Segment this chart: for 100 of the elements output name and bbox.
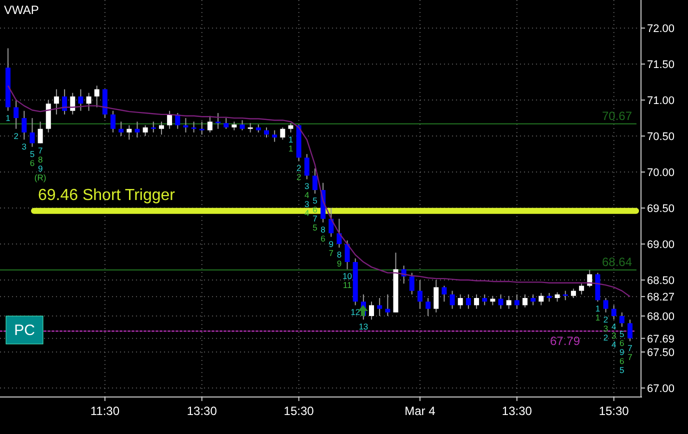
candlestick bbox=[409, 272, 414, 295]
candlestick bbox=[490, 295, 496, 306]
candlestick bbox=[288, 122, 294, 133]
candlestick bbox=[216, 112, 221, 130]
y-tick-label: 68.50 bbox=[647, 275, 675, 288]
x-tick-label: 15:30 bbox=[284, 404, 314, 418]
text: 6 bbox=[320, 233, 326, 244]
x-tick-label: 15:30 bbox=[598, 404, 630, 418]
ref-line-label: 68.64 bbox=[602, 254, 632, 269]
candlestick bbox=[385, 294, 390, 317]
text: 3 bbox=[611, 330, 616, 341]
text: 1 bbox=[288, 143, 294, 154]
text: 9 bbox=[328, 238, 334, 249]
text: (R) bbox=[34, 172, 46, 182]
text: 8 bbox=[320, 224, 326, 234]
y-tick-label: 69.50 bbox=[647, 203, 675, 216]
text: 2 bbox=[296, 163, 302, 174]
y-tick-label: 70.50 bbox=[647, 131, 675, 144]
text: 5 bbox=[312, 196, 318, 206]
candlestick bbox=[377, 298, 382, 317]
text: 7 bbox=[312, 214, 318, 224]
candlestick bbox=[619, 312, 624, 328]
text: 11 bbox=[342, 280, 352, 290]
candlestick bbox=[126, 124, 132, 140]
candlestick bbox=[514, 294, 520, 310]
annotation: PC bbox=[14, 322, 36, 339]
text: 6 bbox=[620, 356, 624, 366]
ref-line-label: 67.79 bbox=[550, 334, 580, 348]
y-tick-label: 67.00 bbox=[647, 383, 675, 395]
candlestick bbox=[498, 294, 504, 310]
candlestick bbox=[344, 240, 350, 270]
candlestick bbox=[426, 298, 431, 317]
text: 8 bbox=[38, 154, 43, 164]
candlestick bbox=[506, 295, 512, 310]
candlestick bbox=[38, 121, 43, 144]
candlestick bbox=[191, 121, 196, 133]
candlestick bbox=[628, 319, 633, 342]
text: 4 bbox=[611, 322, 616, 332]
y-tick-label: 71.00 bbox=[647, 95, 675, 108]
text: 2 bbox=[14, 130, 18, 141]
candlestick bbox=[175, 112, 180, 130]
candlestick bbox=[54, 88, 59, 115]
candlestick bbox=[110, 110, 116, 133]
candlestick bbox=[264, 126, 269, 138]
candlestick bbox=[118, 121, 124, 137]
text: 5 bbox=[312, 222, 318, 233]
candlestick bbox=[158, 121, 164, 136]
text: 2 bbox=[296, 172, 302, 182]
candlestick bbox=[199, 121, 204, 136]
ref-line-label: 70.67 bbox=[602, 108, 632, 123]
candlestick bbox=[142, 124, 148, 137]
candlestick bbox=[466, 294, 471, 310]
text: 1 bbox=[288, 134, 294, 144]
y-tick-label: 69.00 bbox=[647, 239, 675, 252]
text: 5 bbox=[620, 328, 624, 339]
candlestick bbox=[530, 294, 536, 306]
candlestick bbox=[611, 304, 616, 320]
text: 1 bbox=[595, 304, 600, 314]
candlestick bbox=[207, 115, 212, 133]
candlestick bbox=[450, 290, 455, 310]
candlestick bbox=[554, 292, 560, 302]
text: 4 bbox=[611, 340, 616, 350]
candlestick bbox=[442, 285, 447, 302]
text: 6 bbox=[30, 158, 35, 168]
candlestick bbox=[78, 88, 84, 112]
x-tick-label: 11:30 bbox=[90, 404, 120, 418]
text: 9 bbox=[620, 346, 624, 357]
candlestick bbox=[312, 168, 318, 194]
candlestick bbox=[522, 294, 528, 308]
text: 5 bbox=[620, 364, 624, 375]
text: 5 bbox=[30, 148, 35, 159]
candlestick bbox=[458, 294, 463, 310]
x-tick-label: 13:30 bbox=[186, 404, 218, 418]
y-tick-label: 68.27 bbox=[647, 292, 675, 304]
text: 3 bbox=[22, 142, 27, 152]
candlestick bbox=[579, 283, 584, 295]
candlestick bbox=[562, 290, 568, 301]
text: 7 bbox=[628, 343, 632, 354]
text: 12 bbox=[350, 307, 360, 318]
candlestick bbox=[167, 110, 172, 130]
candlestick bbox=[30, 118, 35, 148]
candlestick bbox=[248, 122, 253, 133]
candlestick bbox=[603, 298, 608, 313]
candlestick bbox=[280, 126, 286, 140]
y-tick-label: 71.50 bbox=[647, 59, 675, 72]
text: 2 bbox=[603, 314, 608, 324]
text: 13 bbox=[358, 322, 368, 332]
text: 3 bbox=[304, 181, 310, 192]
candlestick bbox=[183, 118, 188, 133]
y-tick-label: 70.00 bbox=[647, 167, 675, 180]
text: 1 bbox=[595, 312, 600, 323]
candlestick bbox=[474, 294, 480, 310]
text: 7 bbox=[328, 248, 334, 258]
button: PC bbox=[6, 316, 44, 344]
candlestick bbox=[86, 92, 92, 112]
text: 10 bbox=[342, 271, 352, 282]
chart-title: VWAP bbox=[4, 3, 39, 17]
candlestick bbox=[538, 292, 544, 306]
text: 7 bbox=[38, 145, 43, 156]
candlestick bbox=[304, 154, 310, 180]
